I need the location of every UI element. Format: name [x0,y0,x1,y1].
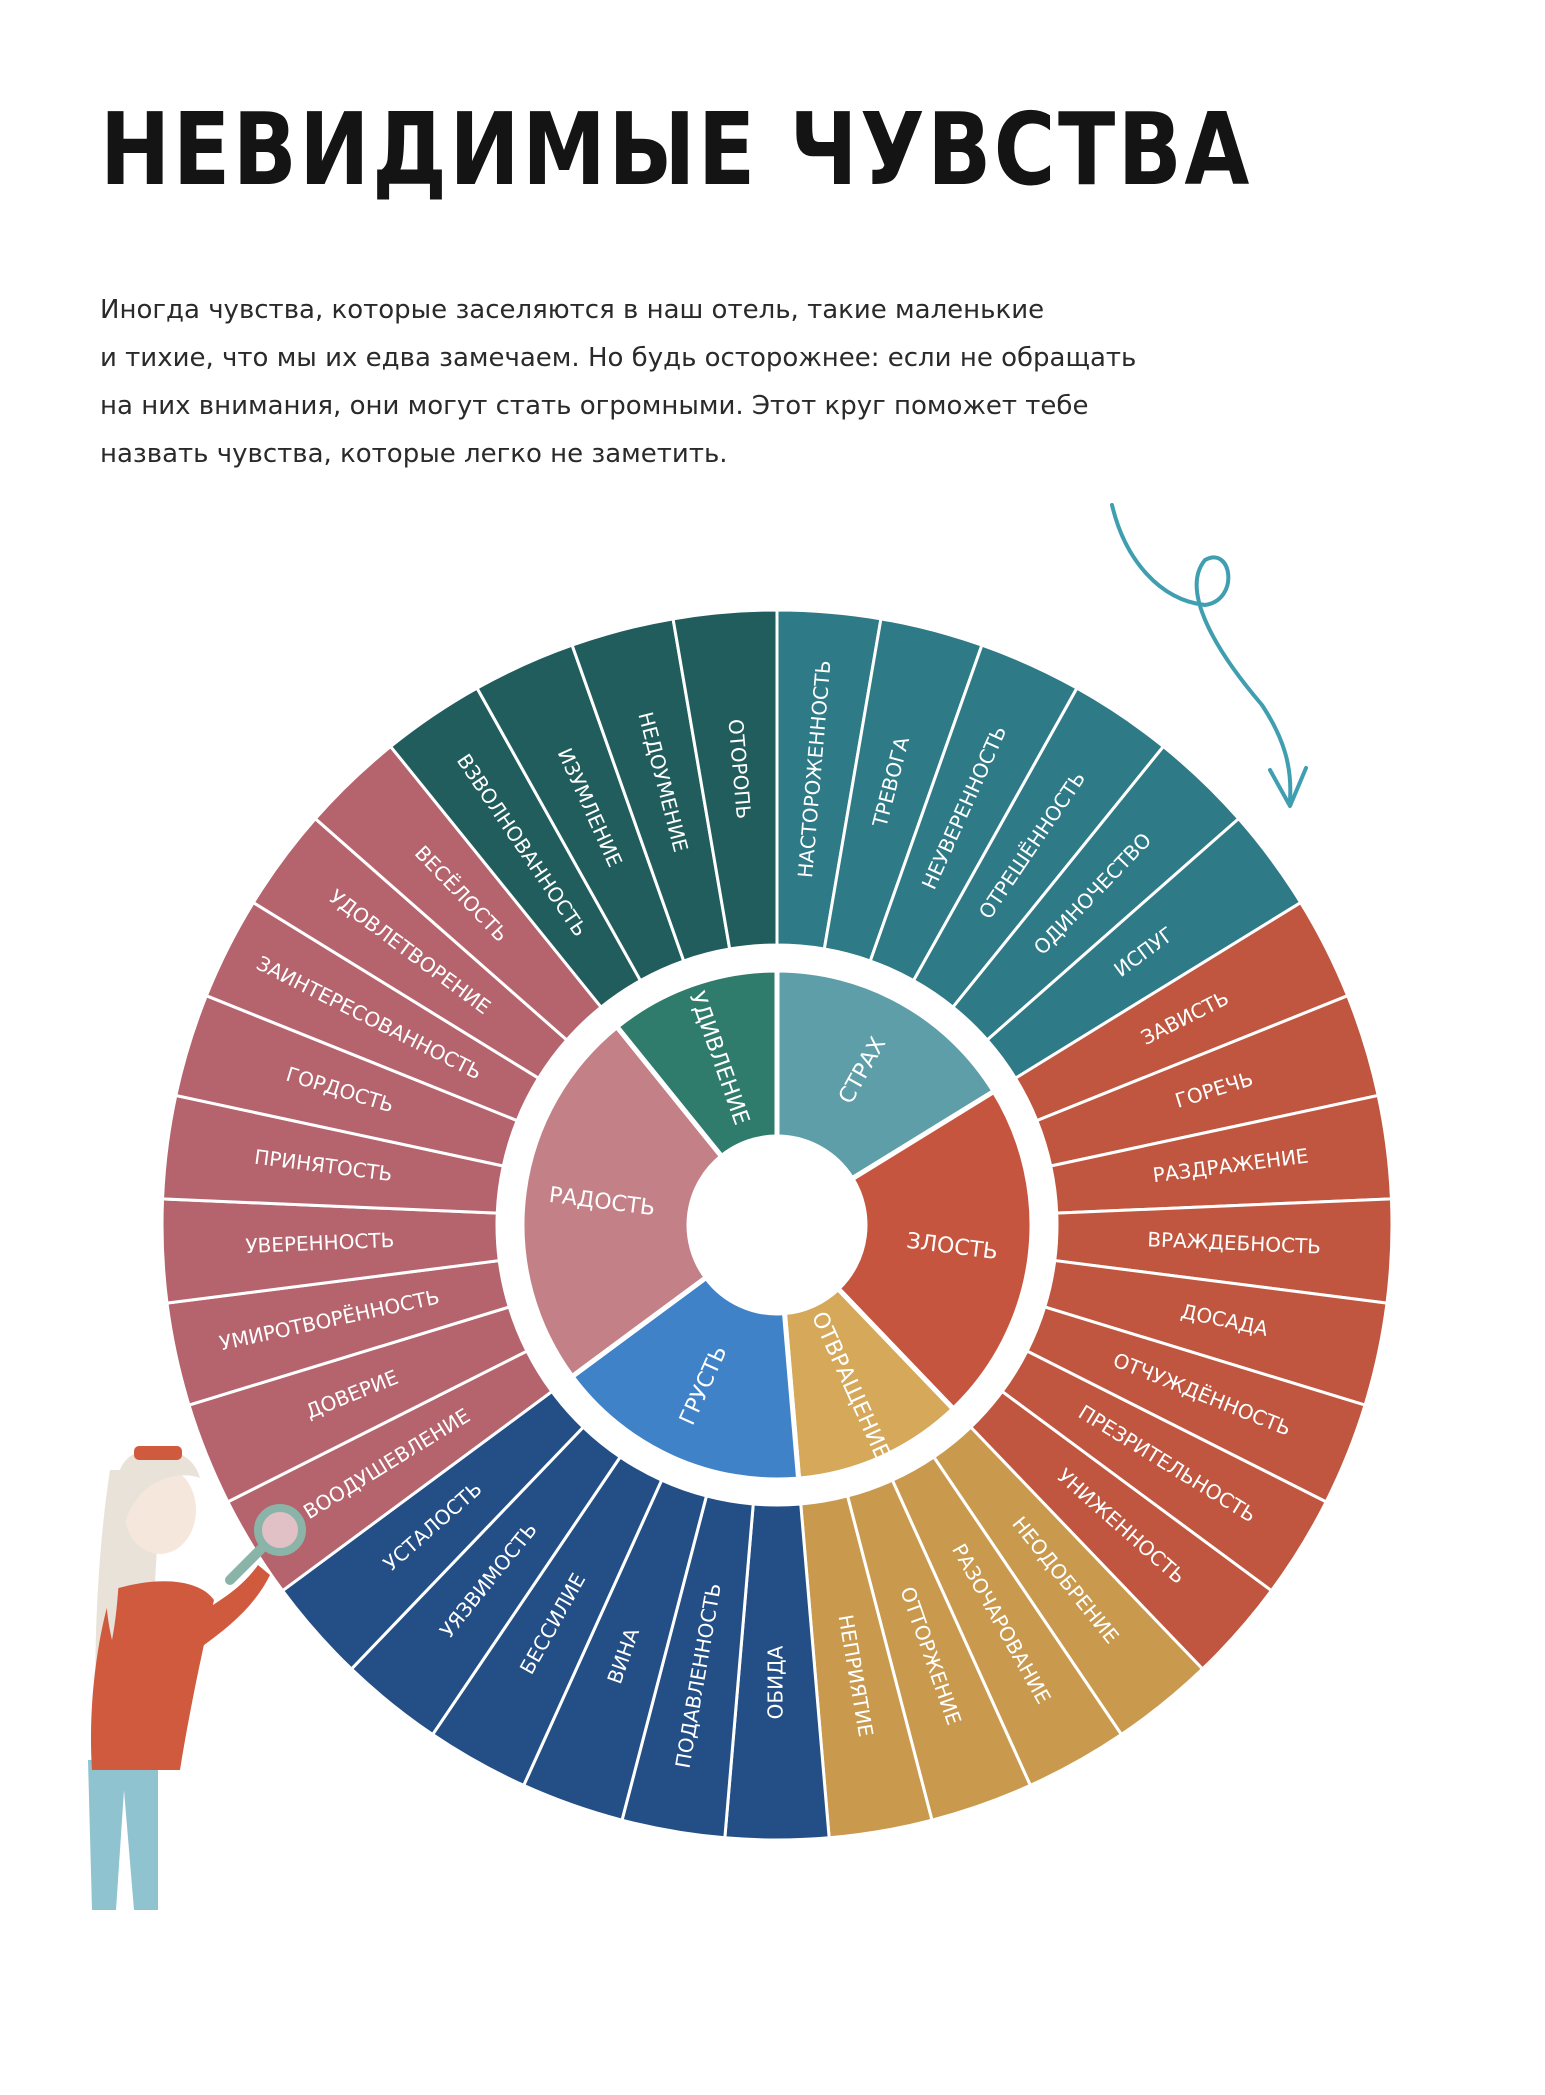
girl-hair-front [105,1448,200,1640]
feeling-segment [671,608,779,951]
feeling-label: ОБИДА [764,1645,788,1719]
page-title: НЕВИДИМЫЕ ЧУВСТВА [100,91,1252,208]
wheel-inner-ring: СТРАХЗЛОСТЬОТВРАЩЕНИЕГРУСТЬРАДОСТЬУДИВЛЕ… [519,967,1035,1483]
wheel-outer-ring: НАСТОРОЖЕННОСТЬ ТРЕВОГА НЕУВЕРЕННОСТЬОТРЕШ… [160,608,1394,1842]
curved-arrow-icon [1110,503,1293,802]
girl-arm [190,1565,270,1648]
intro-line: Иногда чувства, которые заселяются в наш… [100,295,1045,325]
arrow-head-icon [1268,766,1308,808]
intro-line: и тихие, что мы их едва замечаем. Но буд… [100,343,1137,373]
magnifier-icon [254,1504,306,1556]
wheel-center-hole [687,1135,867,1315]
intro-text: Иногда чувства, которые заселяются в наш… [100,286,1300,478]
intro-line: назвать чувства, которые легко не замети… [100,439,728,469]
girl-sweater [90,1581,214,1770]
intro-line: на них внимания, они могут стать огромны… [100,391,1089,421]
girl-pants [88,1760,158,1910]
girl-hat [134,1446,182,1460]
girl-with-magnifier-illustration [88,1446,306,1910]
magnifier-handle [225,1543,267,1585]
